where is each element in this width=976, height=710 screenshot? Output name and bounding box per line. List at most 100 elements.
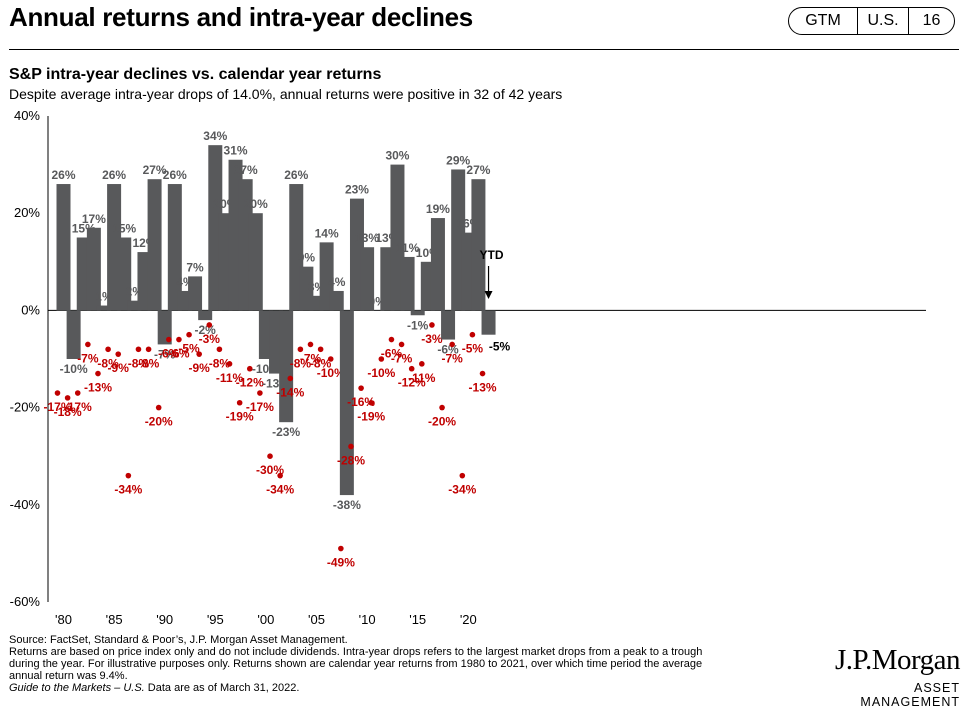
decline-label: -8% [128,356,150,370]
decline-dot [479,370,486,377]
decline-label: -19% [357,410,385,424]
decline-label: -12% [398,376,426,390]
decline-dot [145,346,152,353]
bar-value-label: 20% [244,197,268,211]
decline-dot [176,336,182,343]
decline-label: -49% [327,556,355,570]
return-bar [370,310,385,311]
return-bar [157,310,172,345]
bar-value-label: 26% [284,168,308,182]
decline-label: -8% [310,356,332,370]
page-title: Annual returns and intra-year declines [9,2,473,32]
decline-label: -11% [408,371,436,385]
footnotes: Source: FactSet, Standard & Poor’s, J.P.… [9,634,799,694]
decline-label: -17% [43,400,71,414]
jpmorgan-logo: J.P.Morgan ASSET MANAGEMENT [812,644,961,709]
bar-value-label: 26% [102,168,126,182]
ytd-annotation: YTD [480,248,504,262]
bar-value-label: 15% [112,222,136,236]
decline-dot [297,346,304,353]
decline-dot [449,341,455,348]
x-tick-label: '05 [308,612,325,627]
page-badge: GTM U.S. 16 [788,7,955,35]
decline-label: -17% [246,400,274,414]
bar-value-label: 29% [446,153,470,167]
return-bar [86,227,101,311]
y-tick-label: 20% [14,205,40,220]
y-tick-label: -60% [10,594,41,609]
decline-dot [277,472,283,479]
bar-value-label: -10% [60,362,88,376]
decline-dot [54,390,61,396]
decline-label: -9% [108,361,130,375]
return-bar [471,179,486,311]
bar-value-label: 13% [355,231,379,245]
decline-label: -3% [199,332,221,346]
decline-dot [459,472,466,479]
decline-dot [267,453,273,460]
bar-value-label: -7% [154,347,176,361]
decline-label: -5% [462,342,484,356]
return-bar [147,179,162,311]
decline-label: -11% [216,371,244,385]
decline-dot [196,351,202,357]
logo-wordmark: J.P.Morgan [835,644,961,676]
decline-dot [186,331,192,338]
bar-value-label: 30% [385,149,409,163]
decline-dot [408,365,415,372]
return-bar [360,247,375,311]
decline-dot [115,351,122,357]
footnote-guide: Guide to the Markets – U.S. [9,682,145,694]
bar-value-label: 27% [143,163,167,177]
decline-label: -8% [290,356,312,370]
decline-label: -19% [226,410,254,424]
decline-label: -20% [428,415,456,429]
decline-dot [216,346,223,353]
bar-value-label: 17% [82,212,106,226]
return-bar [198,310,213,321]
return-bar [410,310,425,316]
decline-dot [166,336,172,343]
bar-value-label: 9% [298,251,316,265]
bar-value-label: 7% [186,260,204,274]
decline-dot [236,399,243,406]
decline-label: -13% [469,381,497,395]
x-tick-label: '20 [460,612,477,627]
bar-value-label: 31% [224,144,248,158]
decline-label: -6% [381,347,403,361]
return-bar [188,276,203,311]
chart-title: S&P intra-year declines vs. calendar yea… [9,66,382,83]
x-tick-label: '15 [409,612,426,627]
decline-dot [327,356,334,362]
bar-value-label: 34% [203,129,227,143]
chart-subtitle: Despite average intra-year drops of 14.0… [9,86,563,102]
return-bar [96,305,111,311]
decline-dot [95,370,101,377]
decline-label: -6% [168,347,190,361]
x-tick-label: '85 [106,612,123,627]
footnote-line-2: during the year. For illustrative purpos… [9,658,703,670]
y-tick-label: 40% [14,108,40,123]
decline-label: -8% [138,356,160,370]
decline-label: -34% [266,483,294,497]
decline-dot [105,346,111,353]
bar-value-label: 23% [345,183,369,197]
decline-label: -7% [300,351,322,365]
bar-value-label: 19% [426,202,450,216]
bar-value-label: 27% [466,163,490,177]
decline-dot [155,404,162,411]
returns-chart: 40% 20% 0% -20% -40% -60% '80 '85 '90 '95 '00 '05 '1… [10,108,926,627]
decline-label: -12% [236,376,264,390]
decline-dot [398,341,405,348]
return-bar [248,213,263,311]
footnote-date: Data are as of March 31, 2022. [144,682,300,694]
return-bar [400,256,415,311]
decline-label: -14% [276,385,304,399]
title-divider [9,49,959,50]
bar-value-label: -38% [333,498,361,512]
badge-page-number: 16 [922,12,941,29]
return-bar [441,310,456,340]
decline-dot [307,341,314,348]
return-bar [430,218,445,311]
decline-label: -16% [347,395,375,409]
